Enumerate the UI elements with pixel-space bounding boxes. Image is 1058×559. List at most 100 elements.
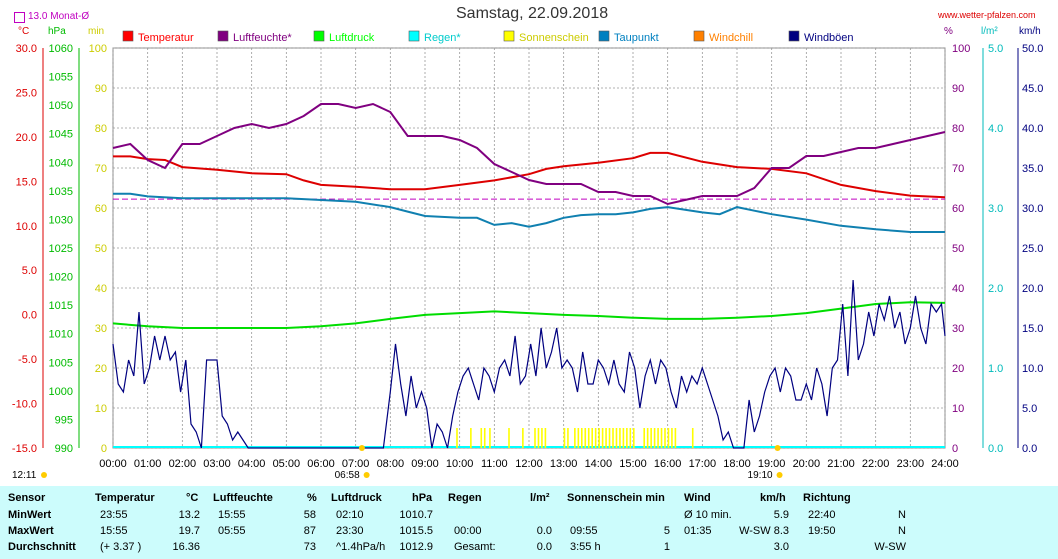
- sunshine-bar: [591, 428, 593, 448]
- sunshine-bar: [508, 428, 510, 448]
- sunshine-bar: [653, 428, 656, 448]
- stats-cell-h-val: 87: [303, 525, 316, 537]
- stats-cell-t-time: 15:55: [100, 525, 128, 537]
- x-tick-label: 08:00: [377, 458, 405, 470]
- stats-cell-w-time: Ø 10 min.: [684, 509, 732, 521]
- legend-label: Regen*: [424, 32, 461, 44]
- humidity-tick-label: 80: [952, 123, 964, 135]
- stats-cell-label: Durchschnitt: [8, 541, 76, 553]
- stats-cell-s-time: 3:55 h: [570, 541, 601, 553]
- series-line: [112, 279, 946, 449]
- stats-cell-d-time: 19:50: [808, 525, 836, 537]
- legend-swatch: [788, 30, 800, 42]
- wind-tick-label: 40.0: [1022, 123, 1043, 135]
- sunshine-bar: [674, 428, 677, 448]
- sunshine-bar: [574, 428, 576, 448]
- humidity-tick-label: 10: [952, 403, 964, 415]
- stats-cell-s-time: 09:55: [570, 525, 598, 537]
- sunshine-bar: [563, 428, 566, 448]
- wind-tick-label: 15.0: [1022, 323, 1043, 335]
- x-tick-label: 00:00: [99, 458, 127, 470]
- left-time-icon: [41, 472, 47, 478]
- temp-tick-label: -5.0: [18, 354, 37, 366]
- stats-header-sun: Sonnenschein min: [567, 492, 665, 504]
- sunshine-bar: [470, 428, 472, 448]
- sunshine-bar: [577, 428, 580, 448]
- x-tick-label: 20:00: [793, 458, 821, 470]
- legend-label: Temperatur: [138, 32, 194, 44]
- legend-swatch: [408, 30, 420, 42]
- sunshine-tick-label: 60: [95, 203, 107, 215]
- humidity-tick-label: 0: [952, 443, 958, 455]
- sunset-marker: [774, 445, 781, 451]
- sunrise-marker: [358, 445, 365, 451]
- stats-cell-t-val: 19.7: [178, 525, 200, 537]
- sunshine-bar: [544, 428, 547, 448]
- stats-cell-h-val: 73: [303, 541, 316, 553]
- legend-swatch: [122, 30, 134, 42]
- temp-tick-label: 5.0: [22, 265, 37, 277]
- wind-tick-label: 5.0: [1022, 403, 1037, 415]
- sunshine-bar: [608, 428, 611, 448]
- stats-cell-r-val: 0.0: [536, 525, 552, 537]
- weather-chart: 00:00 01:00 02:00 03:00 04:00 05:00 06:00 07:00…: [12, 30, 1043, 481]
- stats-cell-h-time: 15:55: [218, 509, 246, 521]
- stats-header-wind-unit: km/h: [760, 492, 786, 504]
- temp-tick-label: 30.0: [16, 43, 37, 55]
- temp-tick-label: -10.0: [12, 399, 37, 411]
- temp-tick-label: 10.0: [16, 221, 37, 233]
- humidity-tick-label: 30: [952, 323, 964, 335]
- sunshine-bar: [619, 428, 621, 448]
- pressure-tick-label: 1050: [49, 100, 73, 112]
- stats-cell-t-time: (+ 3.37 ): [100, 541, 142, 553]
- legend-label: Taupunkt: [614, 32, 659, 44]
- series-line: [113, 151, 946, 199]
- stats-cell-d-val: N: [898, 509, 906, 521]
- sunshine-bar: [612, 428, 614, 448]
- x-tick-label: 01:00: [134, 458, 162, 470]
- stats-cell-label: MaxWert: [8, 525, 54, 537]
- unit-wind: km/h: [1019, 26, 1041, 37]
- sunshine-bar: [483, 428, 486, 448]
- sunshine-bar: [480, 428, 483, 448]
- sunshine-bar: [541, 428, 543, 448]
- wind-tick-label: 25.0: [1022, 243, 1043, 255]
- stats-cell-w-time: 01:35: [684, 525, 712, 537]
- x-tick-label: 19:00: [758, 458, 786, 470]
- sunshine-bar: [534, 428, 536, 448]
- wind-tick-label: 35.0: [1022, 163, 1043, 175]
- legend-label: Windböen: [804, 32, 854, 44]
- rain-tick-label: 3.0: [988, 203, 1003, 215]
- temp-tick-label: 15.0: [16, 176, 37, 188]
- stats-header-sensor: Sensor: [8, 492, 46, 504]
- wind-tick-label: 10.0: [1022, 363, 1043, 375]
- x-tick-label: 17:00: [689, 458, 717, 470]
- temp-tick-label: 20.0: [16, 132, 37, 144]
- x-tick-label: 16:00: [654, 458, 682, 470]
- sunshine-bar: [664, 428, 666, 448]
- x-tick-label: 24:00: [931, 458, 959, 470]
- statistics-table: Sensor Temperatur °C Luftfeuchte % Luftd…: [0, 486, 1058, 559]
- pressure-tick-label: 1025: [49, 243, 73, 255]
- stats-header-dir: Richtung: [803, 492, 851, 504]
- sunshine-bar: [643, 428, 645, 448]
- sunshine-tick-label: 0: [101, 443, 107, 455]
- pressure-tick-label: 1015: [49, 300, 73, 312]
- stats-header-rain: Regen: [448, 492, 482, 504]
- stats-cell-r-time: Gesamt:: [454, 541, 496, 553]
- rain-tick-label: 1.0: [988, 363, 1003, 375]
- stats-cell-p-time: 23:30: [336, 525, 364, 537]
- sunshine-tick-label: 30: [95, 323, 107, 335]
- sunshine-bar: [626, 428, 628, 448]
- sunshine-bar: [646, 428, 649, 448]
- unit-rain: l/m²: [981, 26, 998, 37]
- x-tick-label: 15:00: [619, 458, 647, 470]
- legend-label: Luftdruck: [329, 32, 375, 44]
- pressure-tick-label: 1020: [49, 272, 73, 284]
- legend-label: Windchill: [709, 32, 753, 44]
- stats-cell-s-val: 5: [663, 525, 670, 537]
- stats-header-rain-unit: l/m²: [530, 492, 550, 504]
- sunshine-bar: [567, 428, 569, 448]
- temp-tick-label: 0.0: [22, 310, 37, 322]
- left-time-label: 12:11: [12, 470, 37, 481]
